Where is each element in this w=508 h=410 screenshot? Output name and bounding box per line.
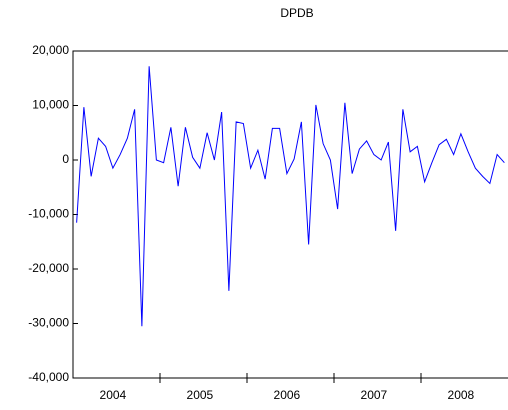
chart-title: DPDB bbox=[280, 6, 313, 20]
y-tick-label: -30,000 bbox=[28, 316, 69, 330]
line bbox=[77, 66, 505, 326]
y-tick-label: -20,000 bbox=[28, 261, 69, 275]
y-tick-label: 0 bbox=[62, 152, 69, 166]
x-tick-label: 2008 bbox=[448, 388, 475, 402]
y-tick-label: 10,000 bbox=[32, 98, 69, 112]
x-tick-label: 2004 bbox=[100, 388, 127, 402]
y-tick-label: -10,000 bbox=[28, 207, 69, 221]
x-tick-label: 2005 bbox=[187, 388, 214, 402]
x-tick-label: 2007 bbox=[361, 388, 388, 402]
y-tick-label: 20,000 bbox=[32, 43, 69, 57]
x-tick-label: 2006 bbox=[274, 388, 301, 402]
y-tick-label: -40,000 bbox=[28, 370, 69, 384]
chart: DPDB -40,000 -30,000 -20,000 -10,000 0 10,000… bbox=[0, 0, 508, 410]
